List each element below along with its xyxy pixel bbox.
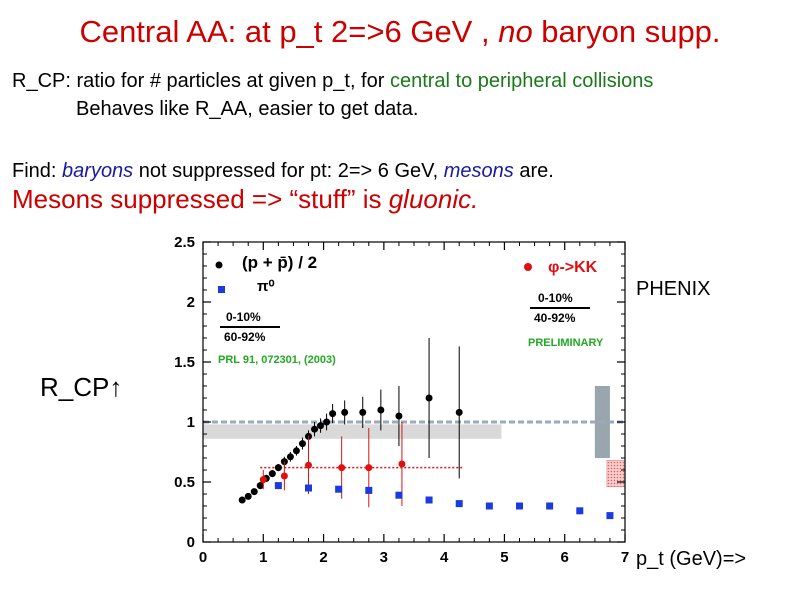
pi0-point (546, 502, 554, 510)
pi0-point (425, 496, 433, 504)
baryons-word: baryons (62, 160, 134, 182)
proton-point (250, 488, 258, 496)
pi0-point (485, 502, 493, 510)
proton-point (238, 496, 246, 504)
y-tick-label: 2 (187, 294, 195, 311)
finding-middle: not suppressed for pt: 2=> 6 GeV, (133, 160, 444, 182)
title-main: Central AA: at p_t 2=>6 GeV , (79, 14, 499, 49)
rcp-definition-text: R_CP: ratio for # particles at given p_t… (12, 70, 390, 92)
proton-point (286, 453, 294, 461)
reference-lines-layer (203, 420, 625, 469)
pi0-point (455, 500, 463, 508)
band-layer (203, 386, 626, 488)
x-tick-label: 3 (380, 549, 388, 566)
proton-point (311, 425, 319, 433)
y-tick-label: 2.5 (174, 234, 195, 251)
pi0-point (274, 482, 282, 490)
conclusion-line: Mesons suppressed => “stuff” is gluonic. (12, 184, 478, 215)
proton-point (292, 447, 300, 455)
phi-point (259, 476, 267, 484)
phenix-label: PHENIX (636, 278, 711, 300)
legend-proton-marker (215, 261, 223, 269)
pi0-point (606, 512, 614, 520)
rcp-behaviour: Behaves like R_AA, easier to get data. (76, 98, 419, 120)
pi0-point (305, 484, 312, 492)
y-tick-label: 1 (187, 414, 195, 431)
proton-point (274, 464, 282, 472)
x-tick-label: 1 (259, 549, 267, 566)
x-tick-label: 4 (440, 549, 449, 566)
pi0-point (335, 485, 343, 493)
x-tick-label: 0 (199, 549, 207, 566)
proton-point (395, 412, 403, 420)
y-tick-label: 0 (187, 534, 195, 551)
legend-pi0-marker (218, 286, 225, 293)
x-tick-label: 6 (561, 549, 569, 566)
slide-title: Central AA: at p_t 2=>6 GeV , no baryon … (0, 14, 800, 50)
data-points (238, 338, 614, 520)
proton-point (323, 418, 331, 426)
rcp-definition: R_CP: ratio for # particles at given p_t… (12, 70, 653, 93)
finding-line: Find: baryons not suppressed for pt: 2=>… (12, 160, 554, 183)
legend-preliminary: PRELIMINARY (528, 337, 604, 349)
legend-left-central: 0-10% (226, 310, 261, 324)
phi-point (365, 464, 373, 472)
phi-point (338, 464, 346, 472)
x-axis-label: p_t (GeV)=> (636, 548, 747, 570)
axis-ticks: 0 1 2 3 4 5 6 7 0 0.5 1 1.5 2 2.5 (174, 234, 629, 566)
y-tick-label: 0.5 (174, 474, 195, 491)
phi-point (280, 472, 288, 480)
legend-right-peripheral: 40-92% (534, 311, 576, 325)
pi0-point (365, 486, 373, 494)
legend-right-central: 0-10% (538, 291, 573, 305)
legend-proton-label: (p + p̄) / 2 (242, 253, 317, 272)
y-tick-label: 1.5 (174, 354, 195, 371)
x-tick-label: 7 (621, 549, 629, 566)
pi0-point (516, 502, 523, 510)
pi0-point (395, 491, 403, 499)
rcp-definition-highlight: central to peripheral collisions (389, 70, 654, 92)
proton-point (455, 408, 463, 416)
proton-point (377, 406, 385, 414)
legend-left-peripheral: 60-92% (224, 330, 266, 344)
mesons-word: mesons (443, 160, 514, 182)
x-tick-label: 5 (500, 549, 508, 566)
proton-point (244, 492, 252, 500)
title-end: baryon supp. (532, 14, 721, 49)
proton-point (341, 408, 349, 416)
proton-point (425, 394, 433, 402)
legend-phi-marker (524, 263, 532, 271)
finding-suffix: are. (513, 160, 554, 182)
legend-phi-label: φ->KK (548, 259, 598, 276)
title-italic: no (498, 14, 533, 49)
phi-systematic-hatch (606, 460, 626, 488)
legend-pi0-label: π⁰ (257, 278, 275, 295)
proton-point (268, 470, 276, 478)
gluonic-word: gluonic. (388, 184, 479, 214)
rcp-chart: 0 1 2 3 4 5 6 7 0 0.5 1 1.5 2 2.5 (p + p̄) / 2 π⁰ 0-1… (174, 234, 629, 566)
legend-left-reference: PRL 91, 072301, (2003) (218, 354, 336, 366)
phi-point (305, 461, 312, 469)
proton-point (329, 410, 337, 418)
pi0-point (576, 507, 584, 515)
proton-point (317, 422, 325, 430)
finding-prefix: Find: (12, 160, 63, 182)
proton-point (298, 440, 306, 448)
normalization-band (203, 424, 502, 439)
x-tick-label: 2 (319, 549, 327, 566)
proton-point (256, 482, 264, 490)
conclusion-text: Mesons suppressed => “stuff” is (12, 184, 389, 214)
y-axis-label: R_CP↑ (40, 372, 123, 402)
proton-point (359, 408, 367, 416)
phi-point (398, 460, 406, 468)
